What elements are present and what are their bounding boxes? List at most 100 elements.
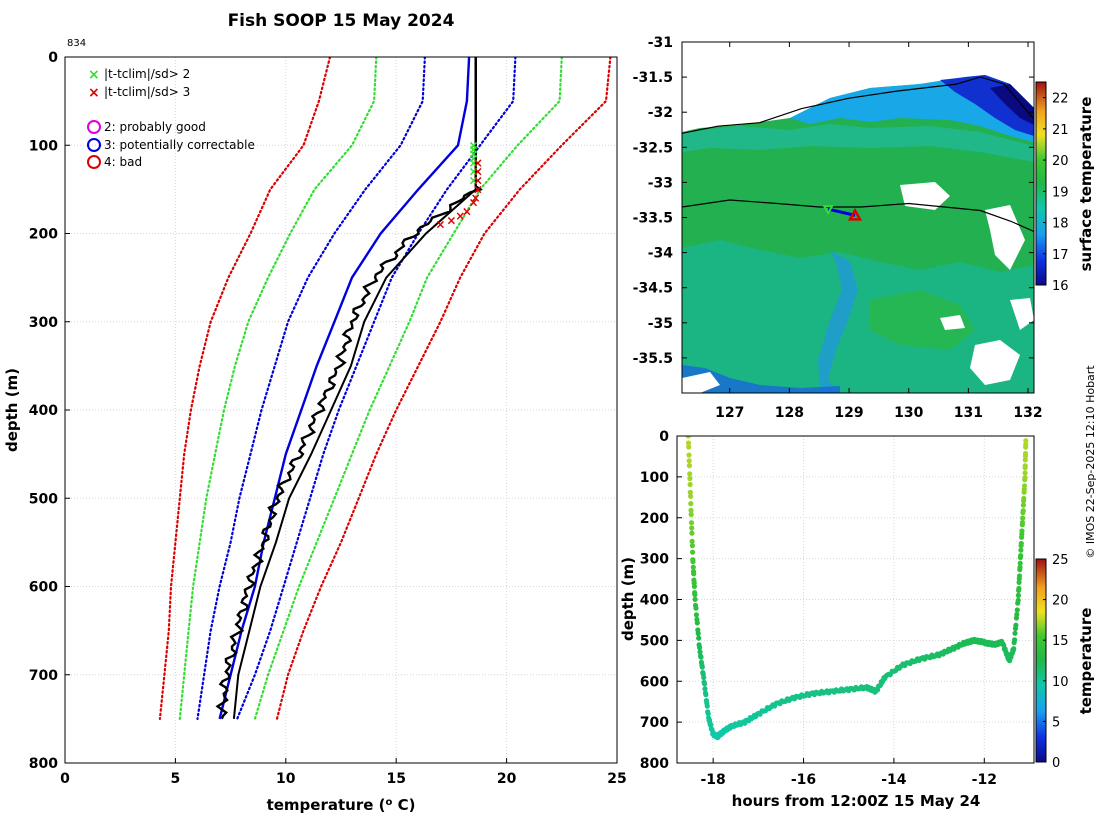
profile-series-observed-profile: [215, 57, 484, 720]
chart-title: Fish SOOP 15 May 2024: [228, 11, 455, 31]
temperature-colorbar: [1035, 558, 1047, 763]
sst-colorbar-tick-label: 19: [1052, 185, 1069, 200]
depth-time-point: [686, 458, 692, 464]
depth-time-point: [688, 507, 694, 513]
depth-time-point: [695, 630, 701, 637]
sst-colorbar-ticks: 16 17 18 19 20 21 22: [1043, 92, 1069, 294]
map-y-tick-label: -32: [648, 105, 673, 121]
sst-colorbar-tick-label: 16: [1052, 279, 1069, 294]
sst-colorbar-tick-label: 20: [1052, 154, 1069, 169]
legend-item-correctable: 3: potentially correctable: [104, 138, 255, 152]
profile-y-tick-label: 300: [29, 315, 58, 331]
depth-time-point: [688, 520, 695, 526]
depth-time-y-tick-label: 700: [640, 715, 669, 731]
profile-series-layer: [158, 57, 612, 720]
profile-series-climatology-mean: [218, 57, 471, 720]
legend-blue-circle-icon: [87, 138, 101, 152]
profile-y-tick-label: 100: [29, 138, 58, 154]
qc-red-x-marker: ×: [473, 156, 483, 170]
map-x-tick-label: 127: [715, 405, 744, 421]
depth-time-point: [1022, 463, 1028, 469]
deployment-segment: [827, 207, 856, 217]
depth-time-point: [1014, 607, 1020, 613]
legend-green-x-icon: ×: [88, 67, 100, 83]
map-x-tick-label: 129: [834, 405, 863, 421]
map-y-tick-label: -35: [648, 316, 673, 332]
depth-time-point: [1019, 528, 1025, 534]
depth-time-y-tick-label: 600: [640, 674, 669, 690]
profile-y-axis-label: depth (m): [3, 368, 21, 452]
legend-red-x-icon: ×: [88, 85, 100, 101]
map-y-tick-label: -32.5: [633, 140, 673, 156]
profile-x-tick-label: 20: [497, 771, 517, 787]
depth-time-point: [698, 654, 704, 660]
depth-time-x-tick-label: -16: [791, 772, 816, 788]
legend-item-red: |t-tclim|/sd> 3: [104, 85, 190, 99]
qc-red-x-marker: ×: [462, 204, 472, 218]
depth-time-point: [688, 511, 694, 518]
depth-time-point: [1020, 508, 1026, 514]
qc-green-x-marker: ×: [468, 165, 478, 179]
sst-colorbar-tick-label: 22: [1052, 92, 1069, 107]
qc-red-x-marker: ×: [473, 165, 483, 179]
depth-time-point: [1016, 573, 1023, 579]
qc-green-x-marker: ×: [468, 147, 478, 161]
depth-time-point: [704, 703, 710, 709]
depth-time-point: [705, 711, 711, 717]
depth-time-point: [689, 538, 695, 545]
depth-time-point: [1012, 637, 1018, 643]
map-x-tick-label: 130: [894, 405, 923, 421]
depth-time-y-tick-label: 300: [640, 552, 669, 568]
depth-time-point: [1016, 585, 1022, 592]
depth-time-point: [1018, 553, 1024, 559]
depth-time-point: [690, 559, 696, 565]
temperature-colorbar-tick-label: 10: [1052, 675, 1069, 690]
depth-time-point: [697, 649, 703, 655]
qc-red-x-marker: ×: [435, 218, 445, 232]
cool-filament: [818, 250, 858, 393]
qc-red-x-marker: ×: [468, 196, 478, 210]
qc-red-x-marker: ×: [473, 182, 483, 196]
depth-time-point: [689, 530, 695, 536]
map-x-tick-label: 128: [775, 405, 804, 421]
temperature-colorbar-tick-label: 5: [1052, 715, 1060, 730]
map-y-tick-label: -33.5: [633, 211, 673, 227]
depth-time-point: [1020, 515, 1026, 521]
profile-y-tick-label: 800: [29, 756, 58, 772]
depth-time-point: [1021, 495, 1027, 502]
credit-text: © IMOS 22-Sep-2025 12:10 Hobart: [1084, 365, 1097, 559]
depth-time-point: [702, 681, 708, 687]
depth-time-point: [690, 549, 696, 555]
depth-time-point: [696, 635, 702, 641]
depth-time-point: [702, 686, 708, 692]
profile-y-tick-label: 200: [29, 227, 58, 243]
depth-time-x-axis-label: hours from 12:00Z 15 May 24: [732, 792, 981, 810]
depth-time-x-tick-label: -14: [881, 772, 907, 788]
profile-series-mean-2-sd: [178, 57, 378, 720]
depth-time-point: [1017, 560, 1023, 566]
depth-time-point: [686, 463, 693, 469]
depth-time-point: [1023, 441, 1029, 448]
depth-time-point: [1022, 450, 1029, 457]
depth-time-point: [1021, 483, 1028, 489]
profile-y-tick-label: 500: [29, 491, 58, 507]
sst-colorbar: [1035, 81, 1047, 286]
cloud-patch-5: [1010, 298, 1034, 330]
profile-y-tick-label: 400: [29, 403, 58, 419]
depth-time-y-tick-label: 0: [659, 429, 669, 445]
depth-time-point: [688, 501, 694, 507]
warm-eddy: [870, 290, 975, 350]
depth-time-point: [687, 471, 693, 477]
land-mass: [682, 42, 1034, 132]
depth-time-y-tick-label: 400: [640, 593, 669, 609]
coldest-water-patch: [990, 84, 1034, 125]
depth-time-gridlines: [677, 436, 1034, 763]
depth-time-point: [1012, 630, 1018, 636]
profile-series-mean-3-sd: [275, 57, 612, 720]
depth-time-tick-labels: -18 -16 -14 -12 0 100 200 300 400 500 600 700 800: [640, 429, 997, 788]
depth-time-point: [1015, 597, 1021, 604]
profile-x-axis-label: temperature (o C): [267, 796, 416, 814]
profile-series-mean-1-sd: [236, 57, 517, 720]
depth-time-point: [687, 481, 693, 488]
